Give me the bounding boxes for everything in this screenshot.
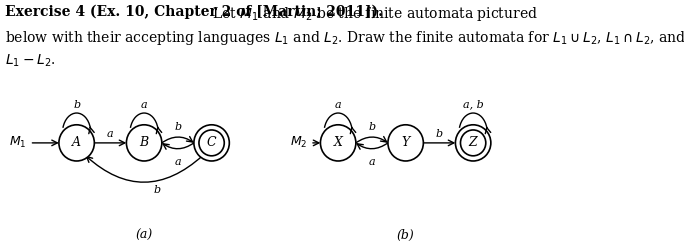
Text: a, b: a, b — [463, 100, 484, 110]
Text: b: b — [73, 100, 80, 110]
Text: B: B — [140, 136, 148, 149]
Circle shape — [456, 125, 491, 161]
Text: a: a — [141, 100, 148, 110]
Text: a: a — [107, 129, 114, 139]
Text: $M_2$: $M_2$ — [289, 135, 307, 150]
Text: Z: Z — [469, 136, 477, 149]
Circle shape — [194, 125, 229, 161]
Text: $M_1$: $M_1$ — [9, 135, 27, 150]
Text: C: C — [207, 136, 216, 149]
Text: Y: Y — [402, 136, 410, 149]
Text: b: b — [153, 185, 160, 195]
Text: (a): (a) — [135, 229, 153, 242]
Circle shape — [127, 125, 162, 161]
Text: $L_1 - L_2$.: $L_1 - L_2$. — [5, 52, 55, 69]
Text: Exercise 4 (Ex. 10, Chapter 2 of [Martin; 2011]).: Exercise 4 (Ex. 10, Chapter 2 of [Martin… — [5, 5, 383, 20]
Text: A: A — [72, 136, 81, 149]
Circle shape — [59, 125, 94, 161]
Text: below with their accepting languages $L_1$ and $L_2$. Draw the finite automata f: below with their accepting languages $L_… — [5, 29, 684, 47]
Text: a: a — [174, 157, 181, 167]
Text: (b): (b) — [397, 229, 415, 242]
Text: a: a — [335, 100, 341, 110]
Circle shape — [320, 125, 356, 161]
Text: b: b — [368, 122, 376, 131]
Circle shape — [388, 125, 423, 161]
Text: Let $M_1$ and $M_2$ be the finite automata pictured: Let $M_1$ and $M_2$ be the finite automa… — [208, 5, 538, 23]
Text: b: b — [436, 129, 443, 139]
Text: X: X — [334, 136, 343, 149]
Text: a: a — [369, 157, 376, 167]
Text: b: b — [174, 122, 181, 131]
